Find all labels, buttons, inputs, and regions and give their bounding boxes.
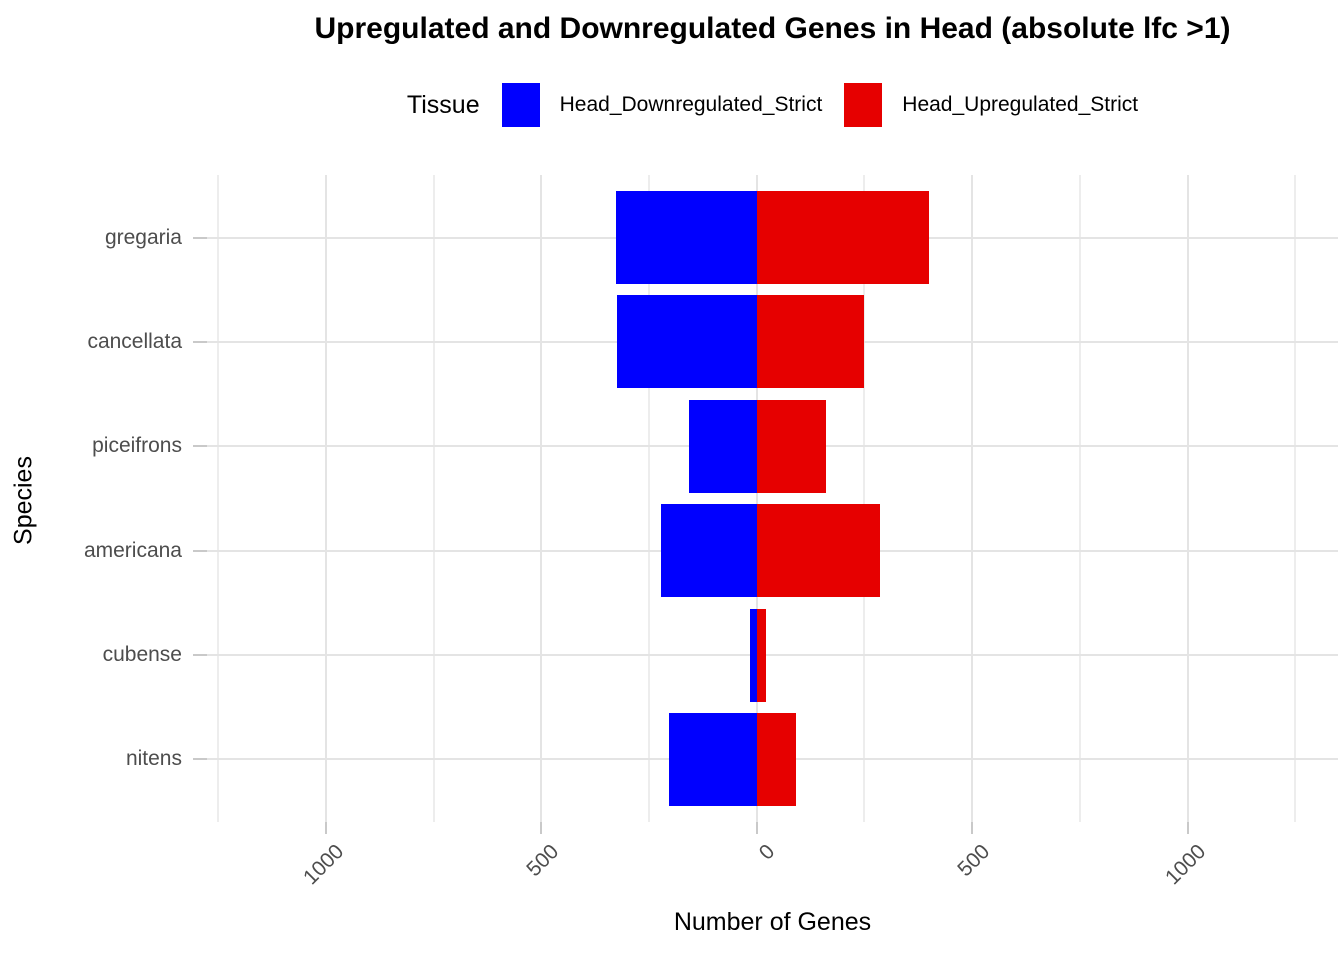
minor-gridline xyxy=(1078,175,1081,822)
y-tick xyxy=(193,549,207,552)
minor-gridline xyxy=(217,175,220,822)
y-tick-label: cancellata xyxy=(87,329,182,353)
bar-nitens-down xyxy=(668,712,757,806)
x-tick-label: 1000 xyxy=(1160,840,1210,890)
y-tick-label: cubense xyxy=(102,643,182,667)
x-tick xyxy=(755,822,758,834)
major-gridline xyxy=(1186,175,1189,822)
minor-gridline xyxy=(432,175,435,822)
bar-americana-up xyxy=(756,504,880,598)
y-tick xyxy=(193,758,207,761)
y-tick-label: piceifrons xyxy=(92,434,182,458)
minor-gridline xyxy=(1294,175,1297,822)
y-axis-title: Species xyxy=(9,456,38,545)
bar-gregaria-down xyxy=(615,191,757,285)
bar-gregaria-up xyxy=(756,191,929,285)
bar-cubense-down xyxy=(749,608,757,702)
x-tick-label: 500 xyxy=(522,840,564,882)
legend-item-downregulated: Head_Downregulated_Strict xyxy=(501,83,823,127)
x-tick xyxy=(971,822,974,834)
legend-label-upregulated: Head_Upregulated_Strict xyxy=(902,93,1139,116)
major-gridline xyxy=(540,175,543,822)
minor-gridline xyxy=(648,175,650,822)
major-gridline xyxy=(324,175,327,822)
x-axis-title: Number of Genes xyxy=(673,908,872,936)
x-tick xyxy=(1186,822,1189,834)
y-tick-label: americana xyxy=(83,538,182,562)
y-tick-label: nitens xyxy=(125,747,182,771)
legend-item-upregulated: Head_Upregulated_Strict xyxy=(844,83,1138,127)
y-tick xyxy=(193,236,207,239)
legend-title: Tissue xyxy=(406,90,480,119)
x-tick xyxy=(324,822,327,834)
y-tick-label: gregaria xyxy=(104,225,182,249)
chart-title: Upregulated and Downregulated Genes in H… xyxy=(314,12,1231,45)
bar-nitens-up xyxy=(756,712,796,806)
legend: Tissue Head_Downregulated_Strict Head_Up… xyxy=(207,80,1338,130)
major-gridline xyxy=(971,175,974,822)
bar-cancellata-down xyxy=(616,295,757,389)
y-tick xyxy=(193,654,207,657)
x-tick-label: 500 xyxy=(953,840,995,882)
y-tick xyxy=(193,445,207,448)
y-tick xyxy=(193,340,207,343)
legend-label-downregulated: Head_Downregulated_Strict xyxy=(559,93,823,116)
x-tick-label: 1000 xyxy=(298,840,349,890)
bar-americana-down xyxy=(660,504,757,598)
bar-piceifrons-up xyxy=(756,399,827,493)
legend-key-red-swatch-icon xyxy=(844,83,883,127)
major-gridline xyxy=(755,175,758,822)
minor-gridline xyxy=(863,175,866,822)
x-tick xyxy=(540,822,543,834)
bar-piceifrons-down xyxy=(689,399,757,493)
bar-cubense-up xyxy=(756,608,767,702)
x-tick-label: 0 xyxy=(754,840,779,865)
row-gridline xyxy=(207,654,1338,657)
legend-key-blue-swatch-icon xyxy=(501,83,540,127)
bar-cancellata-up xyxy=(756,295,865,389)
